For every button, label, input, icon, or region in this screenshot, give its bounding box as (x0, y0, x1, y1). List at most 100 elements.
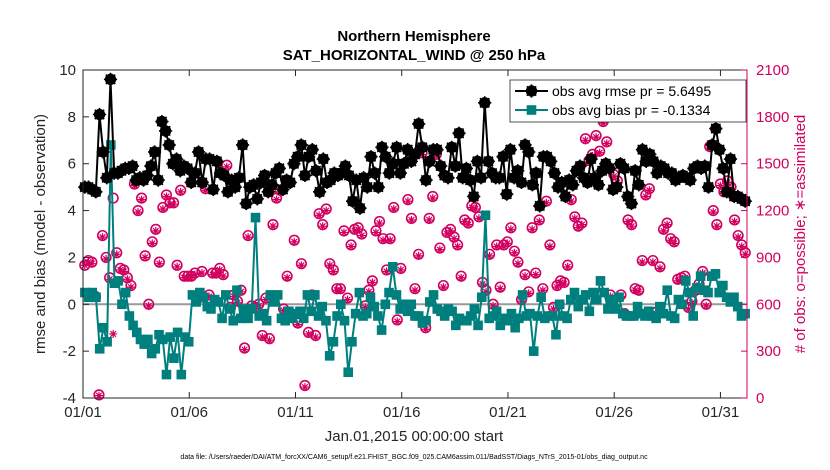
x-tick-label: 01/21 (489, 404, 527, 421)
data-point (560, 279, 569, 288)
data-point (124, 311, 135, 321)
data-point (141, 253, 150, 262)
data-point (513, 259, 522, 268)
data-point-spokes (474, 171, 488, 185)
data-point-spokes (470, 154, 484, 168)
y2-axis-label: # of obs: o=possible; ∗=assimilated (792, 115, 809, 354)
data-point (407, 215, 416, 224)
data-point-spokes (709, 121, 723, 136)
data-point (376, 325, 387, 335)
data-point (201, 186, 210, 195)
data-point (283, 273, 292, 282)
data-point (379, 236, 388, 245)
data-point-spokes (254, 175, 268, 190)
data-point (656, 264, 665, 273)
data-point-spokes (445, 140, 459, 154)
data-point-spokes (386, 157, 400, 171)
data-point (729, 292, 739, 303)
data-point (584, 306, 595, 317)
y-axis-left: -4 -2 0 2 4 6 8 10 (59, 62, 89, 407)
data-point-spokes (364, 150, 378, 164)
data-point (161, 369, 172, 380)
data-point (87, 259, 96, 268)
data-point (595, 276, 606, 286)
data-point (261, 315, 272, 326)
data-point (453, 242, 462, 251)
data-point (336, 286, 345, 295)
data-point-spokes (382, 166, 396, 180)
data-point (599, 287, 609, 298)
data-point (386, 236, 395, 245)
plot-area (78, 69, 752, 401)
data-point (361, 308, 372, 319)
data-point (380, 299, 391, 310)
data-point-spokes (529, 166, 543, 180)
data-point (219, 272, 228, 281)
data-point (510, 322, 520, 333)
data-point (599, 119, 608, 128)
data-point-spokes (357, 171, 371, 185)
data-point (659, 226, 668, 235)
y-tick-label: 10 (59, 62, 76, 79)
data-point-spokes (287, 157, 301, 171)
y2-tick-label: 1800 (756, 109, 789, 126)
data-point-spokes (705, 138, 719, 152)
data-point-spokes (683, 173, 697, 187)
data-point (485, 251, 494, 260)
data-point (710, 269, 721, 279)
data-point (318, 222, 327, 231)
data-point (538, 286, 547, 295)
data-point-spokes (701, 180, 716, 194)
data-point (730, 217, 739, 226)
data-point (272, 195, 281, 204)
data-point-spokes (342, 168, 356, 183)
data-point (457, 273, 466, 282)
data-point-spokes (162, 138, 176, 152)
x-axis-label: Jan.01,2015 00:00:00 start (325, 428, 504, 445)
data-point (474, 214, 483, 223)
data-point (549, 304, 558, 313)
data-point (343, 295, 352, 304)
x-tick-label: 01/11 (277, 404, 313, 421)
data-point (569, 287, 580, 298)
data-point-spokes (544, 154, 558, 168)
data-point (212, 270, 221, 279)
x-tick-label: 01/01 (64, 404, 102, 421)
data-point (258, 333, 267, 342)
x-tick-label: 01/16 (383, 404, 421, 421)
data-point (712, 222, 721, 231)
data-point-spokes (419, 173, 433, 187)
data-point (311, 333, 320, 342)
data-point-spokes (478, 96, 492, 110)
data-point (425, 215, 434, 224)
data-point (641, 192, 650, 201)
data-point (506, 225, 515, 234)
data-point (304, 329, 313, 338)
data-point (232, 285, 242, 296)
data-point-spokes (525, 178, 539, 192)
data-point-spokes (643, 147, 657, 161)
data-point (117, 299, 127, 310)
data-point (343, 367, 354, 378)
data-point (528, 346, 539, 356)
data-point (169, 353, 179, 363)
legend-rmse-point-spokes (524, 84, 539, 98)
data-point-spokes (100, 171, 114, 185)
data-point-spokes (716, 161, 730, 175)
data-point-spokes (415, 140, 429, 154)
data-point (243, 313, 253, 324)
data-point (389, 205, 398, 214)
data-point (703, 287, 713, 298)
data-point-spokes (555, 175, 569, 190)
data-point (624, 217, 633, 226)
data-point-spokes (379, 150, 393, 164)
data-point (473, 320, 483, 331)
data-point-spokes (434, 159, 448, 173)
rmse-series (78, 72, 752, 215)
data-point-spokes (349, 173, 363, 187)
data-point (94, 391, 103, 400)
data-point-spokes (239, 196, 253, 211)
data-point-spokes (646, 154, 661, 168)
data-point (411, 286, 419, 295)
data-point (421, 325, 430, 334)
